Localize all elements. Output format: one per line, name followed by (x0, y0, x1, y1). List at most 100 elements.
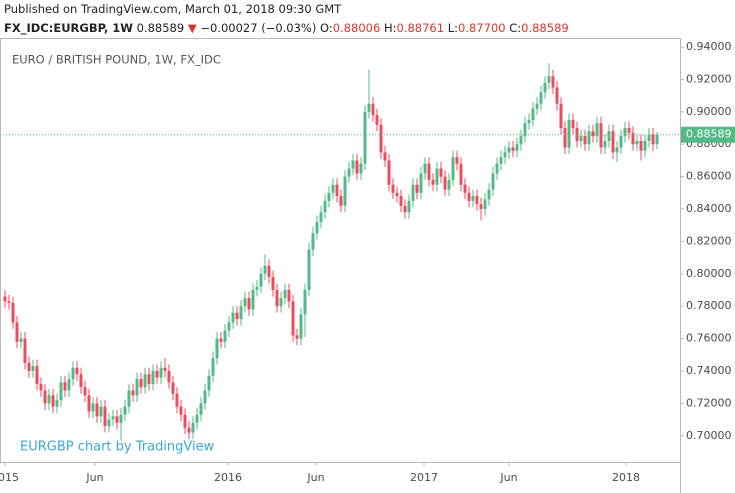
candle-body (359, 163, 363, 174)
candle-body (7, 301, 11, 303)
candle-body (347, 168, 351, 177)
candle-body (187, 427, 191, 433)
candle-body (99, 406, 103, 417)
candle-body (607, 131, 611, 142)
candle-body (71, 367, 75, 380)
candle-body (103, 406, 107, 427)
candle-body (543, 82, 547, 93)
candle-body (159, 367, 163, 378)
y-tick-label: 0.72000 (686, 396, 732, 409)
x-tick-label: 2015 (0, 471, 19, 484)
plot-frame (0, 38, 681, 463)
candle-body (199, 403, 203, 415)
candle-body (387, 160, 391, 185)
o-label: O: (320, 21, 333, 35)
candle-body (63, 382, 67, 391)
arrow: ▼ (187, 21, 197, 35)
candle-body (279, 298, 283, 307)
y-tick-label: 0.90000 (686, 105, 732, 118)
header: Published on TradingView.com, March 01, … (4, 0, 735, 38)
candle-body (131, 390, 135, 396)
candle-body (559, 103, 563, 129)
candle-body (627, 128, 631, 133)
candle-body (47, 395, 51, 404)
candle-body (599, 123, 603, 148)
candle-body (51, 395, 55, 407)
candle-body (55, 400, 59, 407)
candle-body (547, 76, 551, 83)
candle-body (259, 273, 263, 287)
l-label: L: (447, 21, 459, 35)
candle-body (87, 395, 91, 412)
candle-body (523, 123, 527, 137)
candle-body (323, 200, 327, 213)
candle-body (519, 136, 523, 145)
y-tick-label: 0.80000 (686, 267, 732, 280)
c-value: 0.88589 (521, 21, 569, 35)
candle-body (263, 265, 267, 274)
candle-body (3, 296, 7, 302)
candle-body (183, 414, 187, 428)
candle-body (643, 141, 647, 151)
candle-body (19, 338, 23, 342)
y-tick-label: 0.94000 (686, 40, 732, 53)
quote-line: FX_IDC:EURGBP, 1W 0.88589 ▼ −0.00027 (−0… (4, 19, 735, 38)
change: −0.00027 (−0.03%) (200, 21, 317, 35)
candle-body (335, 184, 339, 197)
published-line: Published on TradingView.com, March 01, … (4, 0, 735, 19)
h-label: H: (383, 21, 397, 35)
x-tick-label: 2016 (214, 471, 242, 484)
y-tick-label: 0.70000 (686, 429, 732, 442)
candle-body (43, 390, 47, 404)
candle-body (75, 367, 79, 375)
candle-body (219, 338, 223, 342)
y-tick-label: 0.86000 (686, 170, 732, 183)
candle-body (303, 290, 307, 315)
candle-body (179, 406, 183, 415)
y-tick-label: 0.82000 (686, 234, 732, 247)
last: 0.88589 (136, 21, 185, 35)
candle-body (467, 192, 471, 201)
candle-body (527, 119, 531, 124)
candle-body (539, 92, 543, 104)
candle-body (307, 249, 311, 291)
candle-body (411, 184, 415, 201)
candle-body (587, 131, 591, 145)
candle-body (391, 184, 395, 193)
candle-body (535, 103, 539, 109)
candle-body (455, 157, 459, 164)
candle-body (503, 152, 507, 158)
candle-body (127, 390, 131, 407)
watermark: EURGBP chart by TradingView (20, 440, 215, 455)
candle-body (167, 370, 171, 383)
candle-body (499, 157, 503, 164)
candle-body (283, 290, 287, 299)
candle-body (59, 382, 63, 401)
candle-body (427, 163, 431, 180)
candle-body (227, 322, 231, 331)
candle-body (515, 144, 519, 151)
candle-body (343, 176, 347, 206)
candle-body (595, 123, 599, 137)
x-tick-label: Jun (85, 471, 103, 484)
candle-body (635, 141, 639, 145)
candle-body (555, 87, 559, 104)
candle-body (655, 134, 659, 145)
candle-body (27, 362, 31, 371)
candle-body (603, 141, 607, 148)
h-value: 0.88761 (396, 21, 445, 35)
candle-body (83, 387, 87, 396)
y-tick-label: 0.76000 (686, 332, 732, 345)
candle-body (375, 115, 379, 125)
candle-body (367, 103, 371, 112)
candle-body (143, 374, 147, 388)
candle-body (463, 184, 467, 193)
y-tick-label: 0.92000 (686, 72, 732, 85)
candle-body (223, 330, 227, 342)
candle-body (371, 103, 375, 116)
candle-body (571, 119, 575, 129)
candle-body (447, 179, 451, 190)
candle-body (23, 338, 27, 363)
candle-body (415, 184, 419, 193)
candle-body (95, 403, 99, 417)
